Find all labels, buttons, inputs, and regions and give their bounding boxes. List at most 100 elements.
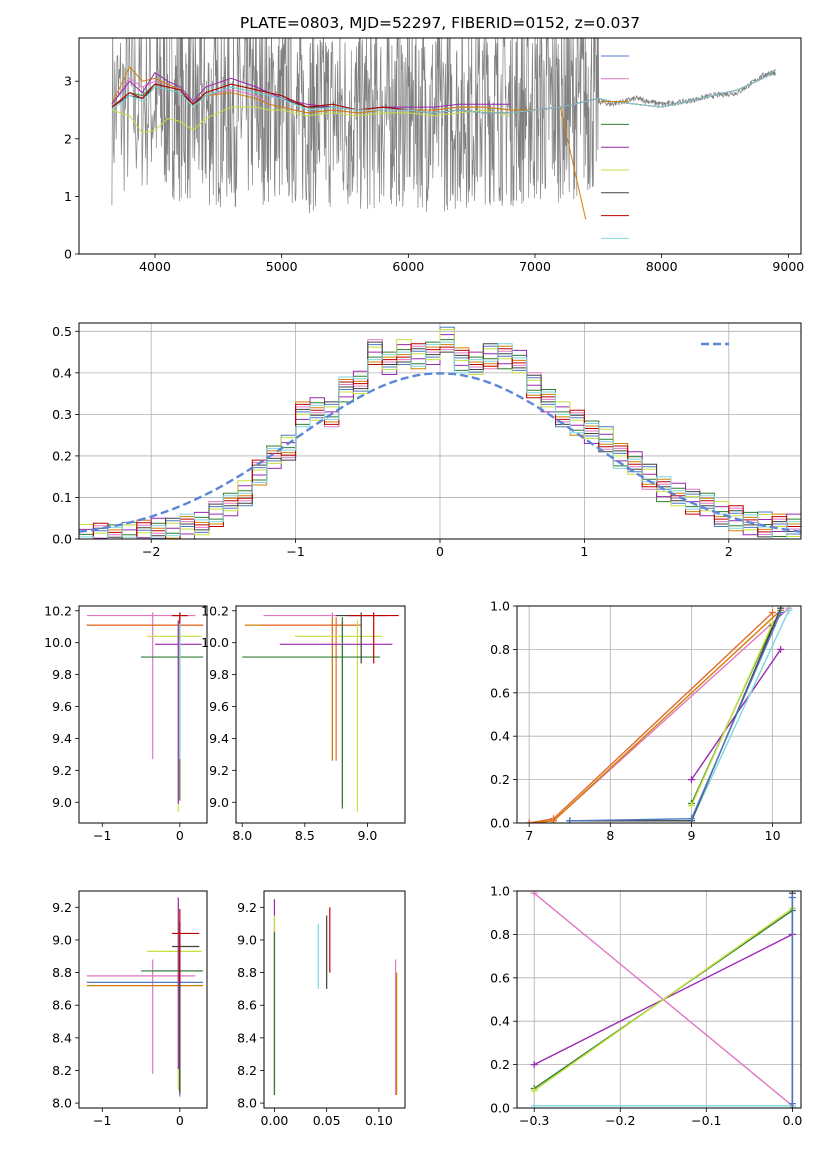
x-tick-label: −2	[142, 544, 160, 559]
histogram-step-8	[79, 341, 801, 539]
residuals-panel: −2 −1 0 1 2 0.0 0.1 0.2 0.3 0.4 0.5	[52, 322, 802, 559]
plot-frame	[263, 890, 406, 1109]
x-tick-label: 0	[176, 828, 184, 843]
plot-area	[79, 323, 801, 539]
y-tick-label: 0.0	[52, 532, 72, 547]
weight-vs-age-panel: 7 8 9 10 0.0 0.2 0.4 0.6 0.8 1.0	[490, 599, 802, 843]
x-tick-label: 6000	[392, 259, 424, 274]
weight-marker-3-0	[530, 1087, 538, 1095]
y-tick-label: 0.6	[490, 970, 510, 985]
x-tick-label: 2	[725, 544, 733, 559]
x-tick-label: 4000	[139, 259, 171, 274]
spectrum-panel: 4000 5000 6000 7000 8000 9000 0 1 2 3	[64, 37, 804, 274]
y-tick-label: 0.6	[490, 685, 510, 700]
y-tick-label: 0.3	[52, 407, 72, 422]
y-tick-label: 8.2	[237, 1063, 257, 1078]
y-tick-label: 0.0	[490, 816, 510, 831]
x-tick-label: 10	[765, 828, 781, 843]
model-line-8	[111, 69, 776, 114]
y-tick-label: 0.2	[52, 448, 72, 463]
y-tick-label: 9.6	[52, 699, 72, 714]
x-tick-label: 8.0	[232, 828, 252, 843]
y-tick-label: 9.2	[209, 763, 229, 778]
plot-area	[86, 612, 204, 812]
y-tick-label: 8.0	[237, 1096, 257, 1111]
y-tick-label: 10.2	[44, 603, 72, 618]
model-line-5	[111, 106, 510, 134]
y-tick-label: 0.2	[490, 772, 510, 787]
x-tick-label: 7	[525, 828, 533, 843]
y-tick-label: 8.2	[52, 1063, 72, 1078]
y-tick-label: 8.0	[52, 1096, 72, 1111]
normal-reference-curve	[79, 372, 801, 533]
y-tick-label: 0.1	[52, 490, 72, 505]
weight-marker-5-0	[687, 802, 695, 810]
y-tick-label: 0.4	[52, 365, 72, 380]
weight-marker-0-0	[530, 891, 538, 897]
y-tick-label: 9.6	[209, 699, 229, 714]
histogram-step-6	[79, 341, 801, 539]
x-tick-label: 0.10	[365, 1113, 393, 1128]
y-tick-label: 8.8	[237, 965, 257, 980]
y-tick-label: 9.2	[237, 900, 257, 915]
y-tick-label: 0.4	[490, 729, 510, 744]
y-tick-label: 10.2	[201, 603, 229, 618]
y-tick-label: 9.2	[52, 763, 72, 778]
y-tick-label: 8.6	[237, 998, 257, 1013]
y-tick-label: 9.8	[209, 667, 229, 682]
x-tick-label: −1	[93, 1113, 111, 1128]
y-tick-label: 8.4	[237, 1030, 257, 1045]
y-tick-label: 2	[64, 131, 72, 146]
age-vs-mass-panel: 8.0 8.5 9.0 9.0 9.2 9.4 9.6 9.8 10.0 10.2	[201, 603, 406, 843]
weight-marker-3-1	[777, 645, 785, 653]
plot-area	[517, 606, 801, 823]
y-tick-label: 0	[64, 247, 72, 262]
plot-area	[517, 891, 801, 1108]
x-tick-label: 0	[176, 1113, 184, 1128]
plot-frame	[516, 890, 802, 1109]
weight-marker-8-0	[566, 817, 574, 823]
x-tick-label: 0.05	[313, 1113, 341, 1128]
weight-marker-1-0	[530, 1061, 538, 1069]
weight-marker-8-2	[777, 609, 785, 617]
x-tick-label: 1	[580, 544, 588, 559]
x-tick-label: 0.00	[261, 1113, 289, 1128]
y-tick-label: 0.8	[490, 642, 510, 657]
x-tick-label: 9.0	[357, 828, 377, 843]
weight-line-3	[533, 907, 793, 1092]
x-tick-label: −0.1	[691, 1113, 721, 1128]
y-tick-label: 9.4	[209, 731, 229, 746]
y-tick-label: 3	[64, 74, 72, 89]
weight-line-5	[690, 623, 774, 806]
y-tick-label: 9.0	[52, 795, 72, 810]
x-tick-label: 0.0	[782, 1113, 802, 1128]
y-tick-label: 0.8	[490, 927, 510, 942]
mass-vs-metallicity-panel: −1 0 8.0 8.2 8.4 8.6 8.8 9.0 9.2	[52, 890, 208, 1128]
x-tick-label: 8	[606, 828, 614, 843]
y-tick-label: 0.0	[490, 1101, 510, 1116]
x-tick-label: −1	[286, 544, 304, 559]
x-tick-label: 8000	[646, 259, 678, 274]
y-tick-label: 1.0	[490, 884, 510, 899]
x-tick-label: −0.3	[519, 1113, 549, 1128]
weight-marker-6-2	[785, 606, 793, 614]
weight-marker-4-0	[530, 1102, 538, 1108]
weight-marker-2-1	[550, 815, 558, 823]
y-tick-label: 1.0	[490, 599, 510, 614]
model-line-2	[111, 65, 587, 220]
weight-marker-2-0	[525, 819, 533, 823]
plot-frame	[78, 37, 802, 255]
y-tick-label: 8.8	[52, 965, 72, 980]
y-tick-label: 1	[64, 189, 72, 204]
y-tick-label: 0.4	[490, 1014, 510, 1029]
x-tick-label: 8.5	[295, 828, 315, 843]
mass-vs-ebv-panel: 0.00 0.05 0.10 8.0 8.2 8.4 8.6 8.8 9.0 9.2	[237, 890, 406, 1128]
weight-marker-6-1	[788, 894, 796, 902]
y-tick-label: 9.2	[52, 900, 72, 915]
plot-area	[273, 899, 398, 1095]
y-tick-label: 9.8	[52, 667, 72, 682]
figure-title: PLATE=0803, MJD=52297, FIBERID=0152, z=0…	[240, 14, 640, 32]
plot-frame	[78, 605, 208, 824]
y-tick-label: 8.4	[52, 1030, 72, 1045]
